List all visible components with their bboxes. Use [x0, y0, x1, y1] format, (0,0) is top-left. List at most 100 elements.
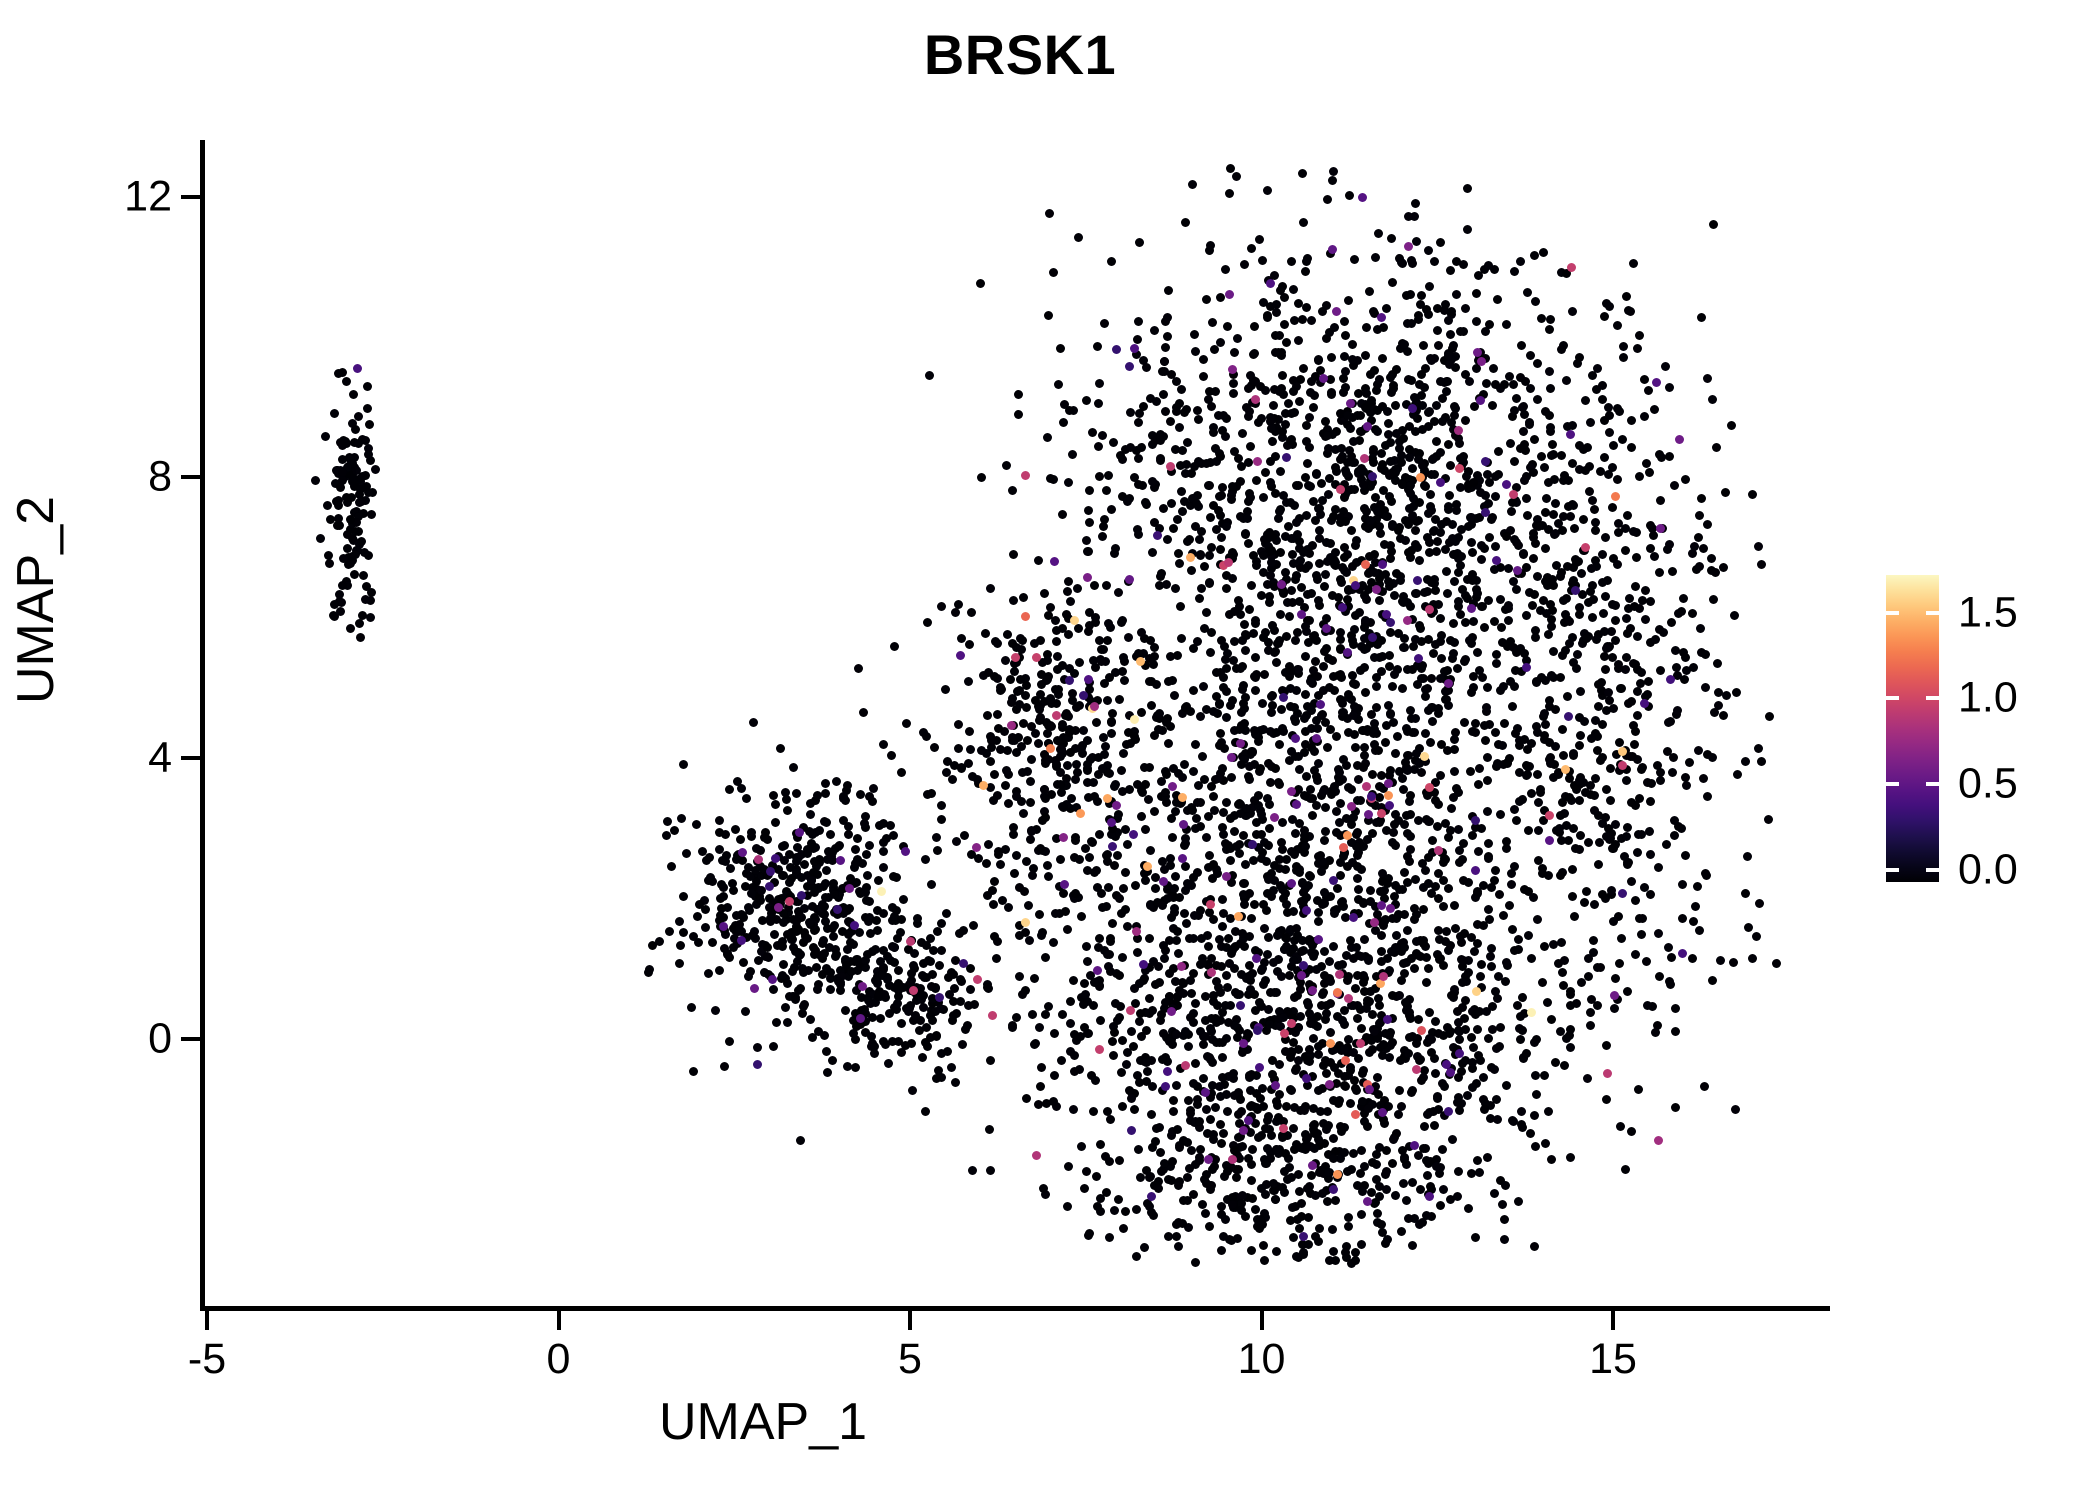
scatter-point — [892, 933, 902, 943]
scatter-point — [1449, 402, 1459, 412]
scatter-point — [1473, 481, 1483, 491]
scatter-point — [1162, 1067, 1172, 1077]
scatter-point — [868, 989, 878, 999]
scatter-point — [1585, 486, 1595, 496]
scatter-point — [1318, 685, 1328, 695]
scatter-point — [1335, 485, 1345, 495]
scatter-point — [1321, 826, 1331, 836]
scatter-point — [760, 967, 770, 977]
scatter-point — [1066, 748, 1076, 758]
scatter-point — [1295, 1011, 1305, 1021]
scatter-point — [759, 864, 769, 874]
scatter-point — [701, 922, 711, 932]
scatter-point — [1011, 1013, 1021, 1023]
scatter-point — [1068, 1104, 1078, 1114]
scatter-point — [755, 895, 765, 905]
scatter-point — [1377, 666, 1387, 676]
scatter-point — [1244, 761, 1254, 771]
scatter-point — [1469, 672, 1479, 682]
scatter-point — [1242, 804, 1252, 814]
scatter-point — [1411, 426, 1421, 436]
scatter-point — [1193, 867, 1203, 877]
scatter-point — [1472, 289, 1482, 299]
scatter-point — [1134, 409, 1144, 419]
scatter-point — [1235, 725, 1245, 735]
scatter-point — [1405, 797, 1415, 806]
scatter-point — [1480, 544, 1490, 554]
scatter-point — [1353, 1013, 1363, 1023]
scatter-point — [1189, 969, 1199, 979]
scatter-point — [1335, 518, 1345, 528]
scatter-point — [1230, 347, 1240, 357]
scatter-point — [1327, 590, 1337, 600]
scatter-point — [1367, 1157, 1377, 1167]
scatter-point — [1446, 329, 1456, 339]
scatter-point — [1462, 1091, 1472, 1101]
scatter-point — [1301, 892, 1311, 902]
scatter-point — [362, 381, 372, 391]
scatter-point — [1291, 923, 1301, 933]
scatter-point — [988, 899, 998, 909]
scatter-point — [715, 827, 725, 837]
scatter-point — [1513, 1196, 1523, 1206]
scatter-point — [896, 767, 906, 777]
scatter-point — [1335, 634, 1345, 644]
scatter-point — [1302, 253, 1312, 263]
scatter-point — [1402, 400, 1412, 410]
scatter-point — [1220, 642, 1230, 652]
scatter-point — [1111, 543, 1121, 553]
scatter-point — [907, 1038, 917, 1048]
scatter-point — [1457, 524, 1467, 534]
scatter-point — [818, 970, 828, 980]
scatter-point — [1355, 583, 1365, 593]
scatter-point — [865, 840, 875, 850]
scatter-point — [1263, 312, 1273, 322]
scatter-point — [1609, 1003, 1619, 1013]
scatter-point — [1392, 732, 1402, 742]
scatter-point — [1214, 983, 1223, 993]
scatter-point — [844, 929, 854, 939]
scatter-point — [1333, 670, 1343, 680]
scatter-point — [1461, 369, 1471, 379]
scatter-point — [1515, 741, 1525, 751]
scatter-point — [1216, 1015, 1226, 1025]
scatter-point — [844, 830, 853, 840]
scatter-point — [1455, 483, 1465, 493]
scatter-point — [837, 883, 847, 893]
scatter-point — [1105, 1115, 1115, 1125]
scatter-point — [893, 991, 903, 1001]
scatter-point — [1586, 418, 1596, 428]
scatter-point — [1482, 469, 1492, 479]
scatter-point — [325, 515, 335, 525]
scatter-point — [1574, 603, 1584, 613]
scatter-point — [1243, 839, 1253, 849]
scatter-point — [1316, 962, 1326, 972]
scatter-point — [1319, 979, 1329, 989]
scatter-point — [1004, 799, 1014, 809]
scatter-point — [1114, 695, 1124, 705]
scatter-point — [1338, 754, 1348, 764]
scatter-point — [1340, 606, 1350, 616]
scatter-point — [1196, 584, 1206, 594]
scatter-point — [1418, 1217, 1428, 1227]
scatter-point — [1154, 977, 1164, 987]
scatter-point — [1387, 914, 1397, 924]
scatter-point — [1010, 653, 1020, 663]
scatter-point — [1174, 892, 1184, 902]
scatter-point — [1531, 1034, 1541, 1044]
scatter-point — [1429, 526, 1439, 536]
scatter-point — [1412, 413, 1422, 423]
scatter-point — [746, 872, 756, 882]
scatter-point — [1574, 780, 1584, 790]
scatter-point — [963, 759, 973, 769]
scatter-point — [371, 464, 381, 474]
scatter-point — [1218, 895, 1228, 905]
scatter-point — [1209, 996, 1219, 1006]
scatter-point — [995, 860, 1005, 870]
scatter-point — [1366, 398, 1376, 408]
scatter-point — [354, 618, 364, 628]
scatter-point — [1180, 497, 1190, 507]
scatter-point — [763, 871, 773, 881]
scatter-point — [1423, 963, 1433, 973]
scatter-point — [1264, 1005, 1274, 1015]
